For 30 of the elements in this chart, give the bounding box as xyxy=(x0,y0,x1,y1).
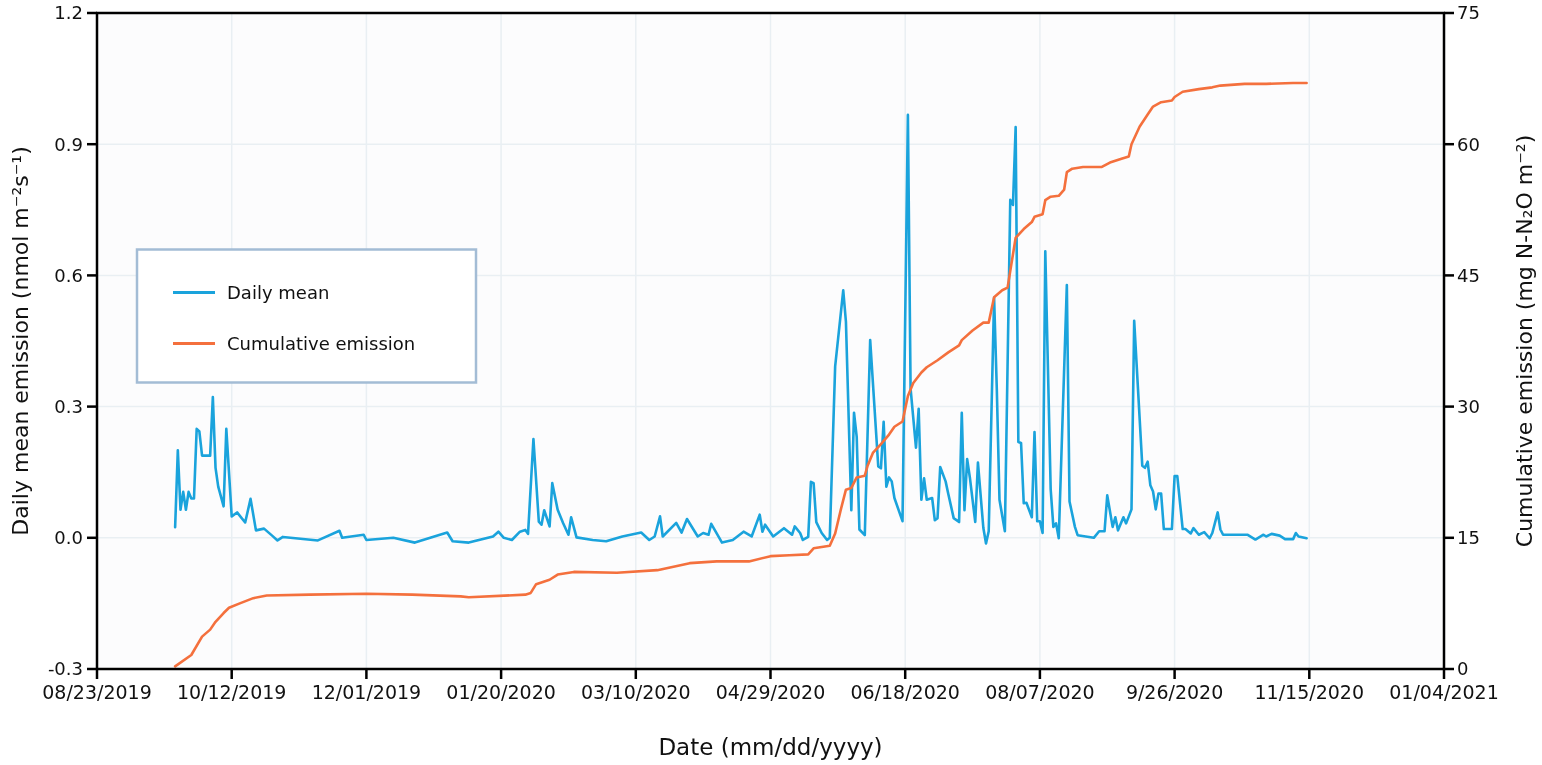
x-tick-label: 01/04/2021 xyxy=(1389,681,1499,703)
y-tick-label: 0.0 xyxy=(54,527,83,549)
y-axis-title: Daily mean emission (nmol m⁻²s⁻¹) xyxy=(7,146,33,536)
x-tick-label: 03/10/2020 xyxy=(581,681,691,703)
y-tick-label: 0.9 xyxy=(54,133,83,155)
x-tick-label: 12/01/2019 xyxy=(311,681,422,703)
x-tick-label: 04/29/2020 xyxy=(715,681,826,703)
x-axis-title: Date (mm/dd/yyyy) xyxy=(658,734,883,760)
x-tick-label: 11/15/2020 xyxy=(1254,681,1365,703)
line-series xyxy=(173,113,1308,545)
y2-tick-label: 30 xyxy=(1457,395,1480,417)
y2-tick-label: 15 xyxy=(1457,527,1480,549)
legend-label: Cumulative emission xyxy=(227,332,416,354)
y2-tick-label: 75 xyxy=(1457,2,1480,24)
y-tick-label: -0.3 xyxy=(47,658,83,680)
x-tick-label: 08/23/2019 xyxy=(42,681,152,703)
line-series xyxy=(173,81,1308,668)
y2-tick-label: 0 xyxy=(1457,658,1469,680)
y-tick-label: 0.6 xyxy=(54,264,83,286)
legend-label: Daily mean xyxy=(227,281,330,303)
y2-axis-title: Cumulative emission (mg N-N₂O m⁻²) xyxy=(1511,134,1537,548)
y2-tick-label: 60 xyxy=(1457,133,1480,155)
y2-tick-label: 45 xyxy=(1457,264,1480,286)
x-tick-label: 01/20/2020 xyxy=(446,681,556,703)
x-tick-label: 10/12/2019 xyxy=(176,681,287,703)
y-tick-label: 0.3 xyxy=(54,395,83,417)
x-tick-label: 9/26/2020 xyxy=(1125,681,1224,703)
x-tick-label: 08/07/2020 xyxy=(985,681,1095,703)
y-tick-label: 1.2 xyxy=(54,2,83,24)
x-tick-label: 06/18/2020 xyxy=(850,681,960,703)
